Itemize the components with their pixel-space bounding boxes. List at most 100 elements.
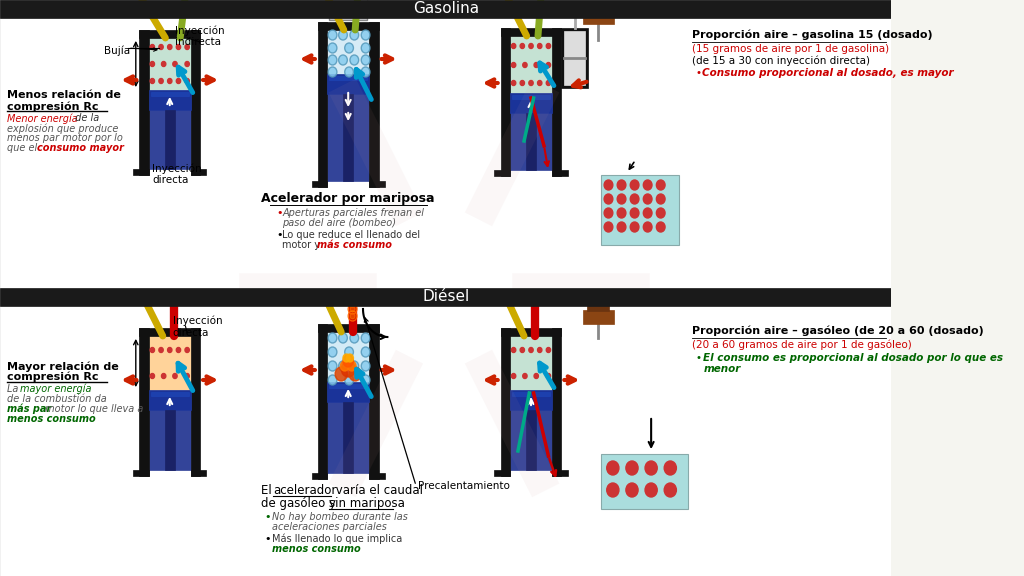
Circle shape <box>350 361 358 371</box>
Bar <box>501 28 510 176</box>
Circle shape <box>535 373 539 378</box>
Text: compresión Rc: compresión Rc <box>7 101 98 112</box>
Text: Diésel: Diésel <box>422 289 469 304</box>
Text: Consumo proporcional al dosado, es mayor: Consumo proporcional al dosado, es mayor <box>702 68 954 78</box>
Bar <box>328 94 369 181</box>
Circle shape <box>535 63 539 67</box>
Circle shape <box>361 361 370 371</box>
Bar <box>552 170 567 176</box>
Circle shape <box>665 461 677 475</box>
Text: •: • <box>275 208 283 218</box>
Circle shape <box>151 347 155 353</box>
Circle shape <box>185 373 189 378</box>
Circle shape <box>528 44 534 48</box>
Bar <box>510 390 552 410</box>
Bar <box>311 181 328 187</box>
Circle shape <box>511 44 516 48</box>
Circle shape <box>626 483 638 497</box>
Circle shape <box>538 81 542 85</box>
Circle shape <box>617 180 626 190</box>
Bar <box>343 402 353 473</box>
Circle shape <box>604 180 612 190</box>
Text: (20 a 60 gramos de aire por 1 de gasóleo): (20 a 60 gramos de aire por 1 de gasóleo… <box>692 340 911 351</box>
Text: Gasolina: Gasolina <box>413 1 479 16</box>
Text: de la: de la <box>73 113 99 123</box>
Bar <box>552 470 567 476</box>
Bar <box>587 303 609 311</box>
Circle shape <box>520 347 524 353</box>
Circle shape <box>604 222 612 232</box>
Text: sin mariposa: sin mariposa <box>329 497 404 510</box>
Circle shape <box>538 44 542 48</box>
Circle shape <box>328 333 337 343</box>
Text: paso del aire (bombeo): paso del aire (bombeo) <box>282 218 396 228</box>
Bar <box>0 18 892 288</box>
Circle shape <box>607 483 618 497</box>
Circle shape <box>617 194 626 204</box>
Circle shape <box>528 81 534 85</box>
Bar <box>584 310 613 324</box>
Circle shape <box>546 373 551 378</box>
Bar <box>311 473 328 479</box>
Text: que el: que el <box>7 143 40 153</box>
Circle shape <box>159 44 163 50</box>
Circle shape <box>176 347 180 353</box>
Circle shape <box>339 55 347 65</box>
Circle shape <box>328 361 337 371</box>
Circle shape <box>546 347 551 353</box>
Bar <box>564 31 585 85</box>
Text: menos par motor por lo: menos par motor por lo <box>7 133 123 143</box>
Circle shape <box>328 30 337 40</box>
Bar <box>552 328 561 476</box>
Text: (de 15 a 30 con inyección directa): (de 15 a 30 con inyección directa) <box>692 56 870 66</box>
Text: El: El <box>261 484 275 497</box>
Text: No hay bombeo durante las: No hay bombeo durante las <box>271 512 408 522</box>
Circle shape <box>185 78 189 84</box>
Bar <box>139 328 148 476</box>
Bar <box>587 3 609 11</box>
Bar <box>328 382 369 402</box>
Text: acelerador: acelerador <box>273 484 337 497</box>
Circle shape <box>328 55 337 65</box>
Bar <box>501 328 510 476</box>
Circle shape <box>341 361 355 377</box>
Bar <box>331 0 366 18</box>
Bar <box>369 473 385 479</box>
Bar <box>510 93 552 113</box>
Bar <box>139 30 148 175</box>
Circle shape <box>538 347 542 353</box>
Circle shape <box>159 347 163 353</box>
Bar <box>148 390 190 410</box>
Text: Aperturas parciales frenan el: Aperturas parciales frenan el <box>282 208 424 218</box>
Text: Menor energía: Menor energía <box>7 113 78 123</box>
Text: La: La <box>7 384 22 394</box>
Text: •: • <box>696 68 706 78</box>
Circle shape <box>185 44 189 50</box>
Circle shape <box>350 299 355 305</box>
Bar <box>317 22 379 30</box>
Bar <box>552 28 561 176</box>
Circle shape <box>173 62 177 66</box>
Circle shape <box>328 347 337 357</box>
Bar <box>328 30 369 74</box>
Bar <box>0 0 892 18</box>
Circle shape <box>347 361 356 371</box>
Circle shape <box>339 333 347 343</box>
Circle shape <box>340 361 349 371</box>
Circle shape <box>643 208 652 218</box>
Bar <box>501 28 561 36</box>
Circle shape <box>328 67 337 77</box>
Bar <box>510 336 552 390</box>
Circle shape <box>522 63 527 67</box>
Text: Más llenado lo que implica: Más llenado lo que implica <box>271 534 401 544</box>
Circle shape <box>630 222 639 232</box>
Bar <box>190 169 206 175</box>
Circle shape <box>361 375 370 385</box>
Text: menos consumo: menos consumo <box>7 414 95 424</box>
Bar <box>190 470 206 476</box>
Circle shape <box>176 44 180 50</box>
Circle shape <box>151 373 155 378</box>
Circle shape <box>328 375 337 385</box>
Bar <box>133 169 148 175</box>
Circle shape <box>511 81 516 85</box>
